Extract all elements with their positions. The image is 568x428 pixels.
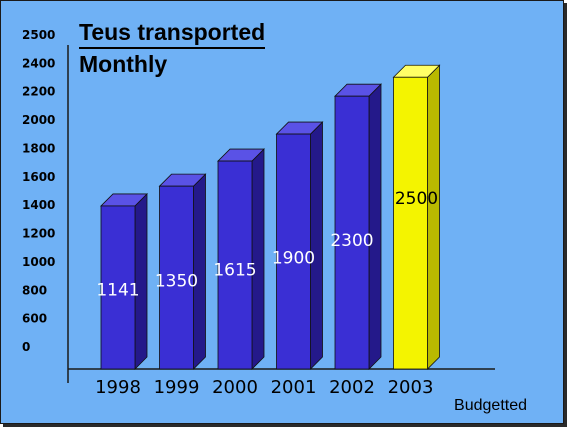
data-label-1998: 1141: [96, 281, 139, 301]
chart-subtitle: Monthly: [79, 51, 168, 77]
data-label-2001: 1900: [272, 248, 315, 268]
x-tick-label-2001: 2001: [271, 377, 317, 398]
x-tick-label-2000: 2000: [212, 377, 258, 398]
x-axis-ticks: 1998 1999 2000 2001 2002 2003: [95, 377, 433, 398]
y-tick-label: 800: [22, 283, 47, 297]
bar-2000: 1615: [213, 148, 265, 370]
y-tick-label: 2200: [22, 85, 55, 99]
bar-2003: 2500: [392, 64, 441, 370]
bars: 1141 1350 1615 1900 2300 2500: [96, 64, 441, 370]
bar-front-2002: [334, 95, 370, 370]
x-tick-label-1999: 1999: [154, 377, 200, 398]
y-tick-label: 1800: [22, 141, 55, 155]
budgetted-annotation: Budgetted: [454, 397, 527, 414]
data-label-2003: 2500: [395, 189, 438, 209]
data-label-2002: 2300: [330, 231, 373, 251]
bar-side-2000: [251, 148, 265, 370]
bar-front-2001: [276, 133, 311, 370]
y-tick-label: 600: [22, 312, 47, 326]
data-label-2000: 1615: [213, 260, 256, 280]
y-tick-label: 1200: [22, 227, 55, 241]
bar-front-2000: [217, 160, 253, 370]
y-tick-label: 2400: [22, 56, 55, 70]
y-tick-label: 2000: [22, 113, 55, 127]
y-tick-label: 2500: [22, 28, 55, 42]
bar-side-2001: [310, 121, 323, 370]
bar-side-2003: [427, 64, 440, 370]
x-tick-label-2002: 2002: [329, 377, 375, 398]
x-tick-label-2003: 2003: [388, 377, 434, 398]
bar-side-2002: [368, 83, 382, 370]
bar-1999: 1350: [155, 173, 207, 370]
y-tick-label: 1000: [22, 255, 55, 269]
bar-front-1998: [100, 205, 136, 370]
x-tick-label-1998: 1998: [95, 377, 141, 398]
y-tick-label: 0: [22, 340, 30, 354]
chart-title: Teus transported: [79, 19, 266, 49]
y-tick-label: 1400: [22, 198, 55, 212]
bar-2002: 2300: [330, 83, 382, 370]
y-axis-ticks: 0 600 800 1000 1200 1400 1600 1800 2000 2200 2400 2…: [22, 28, 55, 354]
bar-front-1999: [159, 185, 194, 370]
bar-2001: 1900: [272, 121, 324, 370]
y-tick-label: 1600: [22, 170, 55, 184]
bar-1998: 1141: [96, 192, 148, 370]
data-label-1999: 1350: [155, 272, 198, 292]
bar-front-2003: [393, 76, 428, 370]
